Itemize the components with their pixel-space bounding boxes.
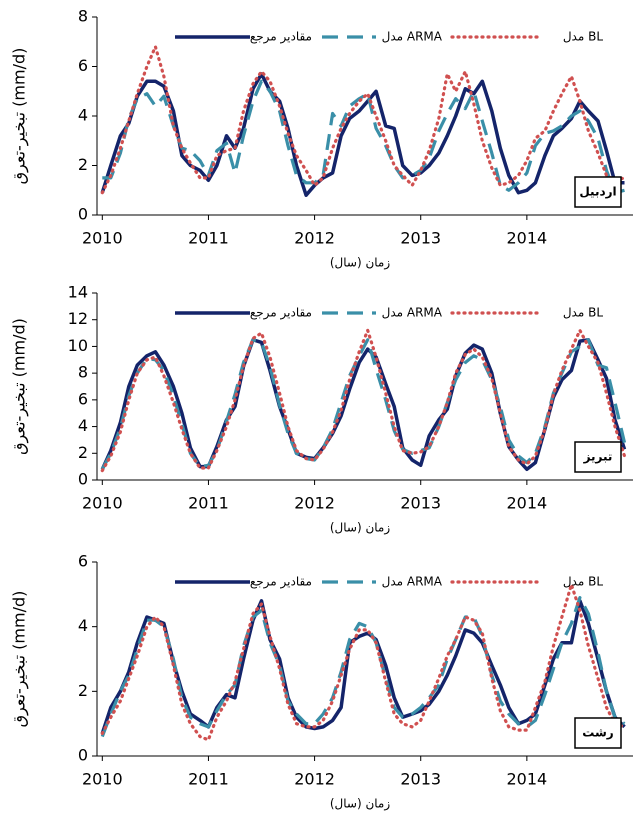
x-tick-label: 2010 [82, 229, 123, 248]
y-tick-label: 0 [78, 470, 88, 489]
x-tick-label: 2012 [294, 494, 335, 513]
y-tick-label: 10 [68, 336, 88, 355]
annotation-box [574, 176, 622, 208]
y-tick-label: 4 [78, 416, 88, 435]
annotation: اردبیل [579, 185, 616, 199]
annotation: تبریز [583, 450, 613, 464]
series-line [100, 328, 627, 473]
y-tick-label: 8 [78, 363, 88, 382]
series-line [102, 79, 625, 195]
y-tick-label: 2 [78, 155, 88, 174]
y-axis-title: تبخیر-تعرق (mm/d) [10, 318, 30, 455]
x-axis-title: زمان (سال) [330, 521, 391, 536]
y-tick-label: 6 [78, 552, 88, 571]
y-tick-label: 2 [78, 443, 88, 462]
x-tick-label: 2012 [294, 770, 335, 789]
y-tick-label: 0 [78, 205, 88, 224]
annotation-box [574, 717, 622, 749]
x-tick-label: 2010 [82, 770, 123, 789]
x-tick-label: 2012 [294, 229, 335, 248]
x-tick-label: 2014 [507, 770, 548, 789]
series-line [100, 45, 627, 195]
y-tick-label: 4 [78, 106, 88, 125]
series-line [100, 72, 625, 197]
x-tick-label: 2013 [400, 494, 441, 513]
x-tick-label: 2013 [400, 229, 441, 248]
x-tick-label: 2014 [507, 494, 548, 513]
series-line [100, 583, 627, 742]
x-tick-label: 2011 [188, 494, 229, 513]
legend-label: مدل ARMA [382, 575, 443, 589]
y-tick-label: 12 [68, 309, 88, 328]
legend-label: مقادیر مرجع [250, 306, 312, 321]
y-tick-label: 4 [78, 616, 88, 635]
annotation: رشت [582, 726, 614, 740]
legend-label: مقادیر مرجع [250, 30, 312, 45]
y-tick-label: 6 [78, 389, 88, 408]
x-tick-label: 2013 [400, 770, 441, 789]
x-axis-title: زمان (سال) [330, 797, 391, 812]
y-tick-label: 2 [78, 681, 88, 700]
legend-label: مدل BL [563, 306, 604, 320]
x-tick-label: 2014 [507, 229, 548, 248]
legend-label: مدل BL [563, 30, 604, 44]
x-tick-label: 2010 [82, 494, 123, 513]
legend-label: مدل ARMA [382, 30, 443, 44]
y-axis-title: تبخیر-تعرق (mm/d) [10, 591, 30, 728]
x-tick-label: 2011 [188, 770, 229, 789]
x-tick-label: 2011 [188, 229, 229, 248]
series-line [100, 338, 627, 472]
y-tick-label: 0 [78, 746, 88, 765]
legend-label: مقادیر مرجع [250, 575, 312, 590]
y-tick-label: 14 [68, 283, 88, 302]
series-line [100, 599, 626, 734]
legend-label: مدل ARMA [382, 306, 443, 320]
x-axis-title: زمان (سال) [330, 256, 391, 271]
legend-label: مدل BL [563, 575, 604, 589]
y-axis-title: تبخیر-تعرق (mm/d) [10, 48, 30, 185]
y-tick-label: 8 [78, 7, 88, 26]
annotation-box [574, 441, 622, 473]
y-tick-label: 6 [78, 56, 88, 75]
series-line [100, 596, 626, 738]
